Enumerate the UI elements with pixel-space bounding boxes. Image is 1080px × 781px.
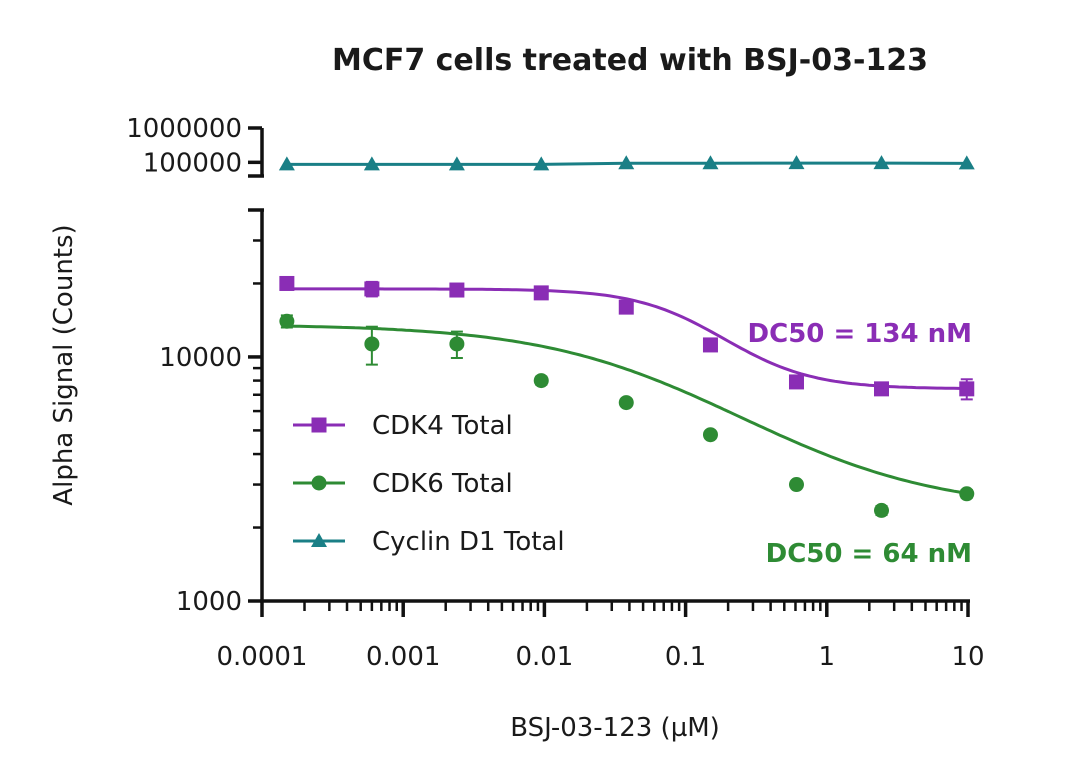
data-point	[873, 502, 889, 518]
data-point	[618, 395, 634, 411]
data-point	[788, 477, 804, 493]
data-point	[702, 155, 719, 170]
legend-item: Cyclin D1 Total	[293, 527, 565, 557]
data-point	[448, 156, 465, 171]
data-point	[363, 156, 380, 171]
cdk4-dc50-annotation: DC50 = 134 nM	[748, 319, 972, 349]
series-cyclin-d1-total	[278, 155, 975, 171]
fit-curve	[286, 287, 967, 390]
data-point	[533, 156, 550, 171]
x-tick-label: 0.0001	[217, 642, 308, 672]
x-tick-label: 1	[819, 642, 836, 672]
legend-label: CDK6 Total	[372, 469, 513, 499]
data-point	[958, 155, 975, 170]
cdk6-dc50-annotation: DC50 = 64 nM	[766, 539, 972, 569]
y-tick-label: 1000	[176, 587, 242, 617]
legend-item: CDK6 Total	[293, 469, 513, 499]
data-point	[959, 381, 975, 397]
data-point	[618, 155, 635, 170]
data-point	[533, 373, 549, 389]
chart-title: MCF7 cells treated with BSJ-03-123	[332, 43, 928, 78]
x-axis-label: BSJ-03-123 (µM)	[510, 713, 720, 743]
y-top-tick-label: 100000	[143, 148, 242, 178]
legend: CDK4 Total CDK6 Total Cyclin D1 Total	[293, 411, 565, 557]
data-point	[702, 337, 718, 353]
data-point	[279, 275, 295, 291]
data-point	[364, 336, 380, 352]
data-point	[618, 299, 634, 315]
y-tick-label: 10000	[159, 343, 242, 373]
data-point	[278, 156, 295, 171]
series-cdk6-total	[279, 313, 975, 518]
legend-label: Cyclin D1 Total	[372, 527, 565, 557]
data-point	[279, 313, 295, 329]
data-point	[873, 155, 890, 170]
data-point	[702, 427, 718, 443]
legend-marker	[311, 417, 327, 433]
series-cdk4-total	[279, 275, 975, 401]
axes	[248, 128, 970, 603]
data-point	[449, 282, 465, 298]
legend-marker	[311, 533, 327, 547]
x-tick-label: 0.01	[515, 642, 573, 672]
legend-label: CDK4 Total	[372, 411, 513, 441]
series-layer	[278, 155, 975, 518]
legend-item: CDK4 Total	[293, 411, 513, 441]
data-point	[959, 486, 975, 502]
data-point	[533, 285, 549, 301]
y-axis-label: Alpha Signal (Counts)	[49, 224, 79, 505]
data-point	[873, 381, 889, 397]
data-point	[449, 336, 465, 352]
x-tick-label: 0.1	[665, 642, 706, 672]
legend-marker	[311, 475, 327, 491]
x-tick-label: 10	[951, 642, 984, 672]
data-point	[788, 155, 805, 170]
y-top-tick-label: 1000000	[126, 114, 242, 144]
x-tick-label: 0.001	[366, 642, 440, 672]
data-point	[364, 281, 380, 297]
fit-curve	[286, 324, 968, 495]
ticks: 1000 10000 1000000 100000 0.0001 0.001 0.01 0.1…	[126, 114, 984, 672]
data-point	[788, 374, 804, 390]
